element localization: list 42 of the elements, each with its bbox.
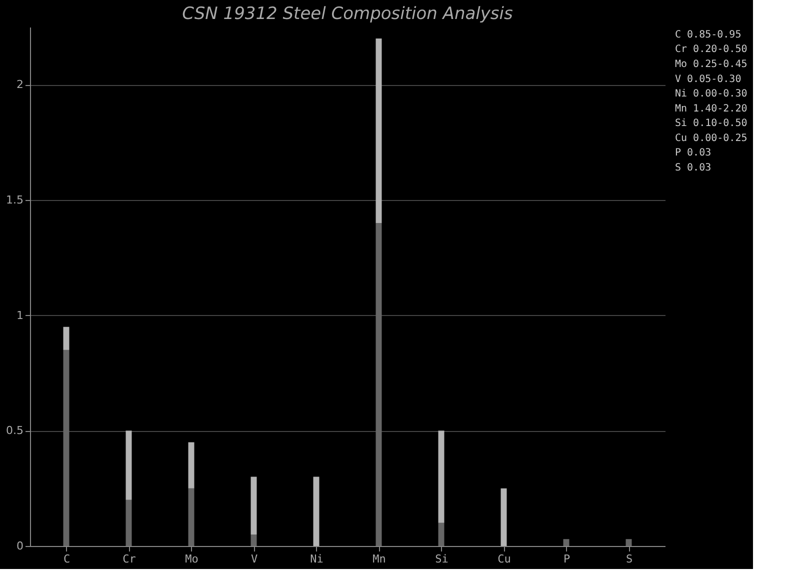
text: Cu 0.00-0.25 <box>675 132 748 144</box>
bar <box>63 350 70 546</box>
bar <box>188 442 194 488</box>
x-tick-label: Si <box>435 552 448 566</box>
y-tick-label: 2 <box>16 78 24 92</box>
bar <box>376 223 382 546</box>
text: Cr 0.20-0.50 <box>675 44 748 56</box>
y-tick-label: 1.5 <box>6 194 24 206</box>
bar <box>250 534 257 546</box>
x-tick-label: Ni <box>310 552 324 566</box>
y-tick-label: 0 <box>16 540 24 552</box>
bar <box>438 522 444 546</box>
bar <box>126 500 132 546</box>
x-tick-label: Cu <box>498 552 511 566</box>
bar <box>63 326 70 350</box>
text: C 0.85-0.95 <box>675 29 742 40</box>
bar <box>438 430 444 523</box>
text: Ni 0.00-0.30 <box>675 88 748 100</box>
bar <box>563 539 570 546</box>
text: S 0.03 <box>675 162 712 174</box>
text: Mn 1.40-2.20 <box>675 103 748 114</box>
x-tick-label: V <box>250 552 258 566</box>
text: Mo 0.25-0.45 <box>675 58 748 70</box>
bar <box>313 476 320 546</box>
x-tick-label: C <box>63 552 70 566</box>
text: V 0.05-0.30 <box>675 74 742 85</box>
bar <box>626 539 632 546</box>
bar <box>188 488 194 546</box>
text: P 0.03 <box>675 148 712 159</box>
bar <box>376 38 382 224</box>
x-tick-label: P <box>563 552 570 566</box>
y-tick-label: 1 <box>16 308 24 322</box>
x-tick-label: S <box>626 552 633 566</box>
bar <box>250 476 257 534</box>
x-tick-label: Mo <box>185 552 198 566</box>
text: Si 0.10-0.50 <box>675 118 748 130</box>
y-tick-label: 0.5 <box>6 424 24 438</box>
chart-title: CSN 19312 Steel Composition Analysis <box>182 4 513 24</box>
x-tick-label: Mn <box>372 552 386 566</box>
bar <box>126 430 132 500</box>
bar <box>500 488 507 546</box>
x-tick-label: Cr <box>122 552 136 566</box>
